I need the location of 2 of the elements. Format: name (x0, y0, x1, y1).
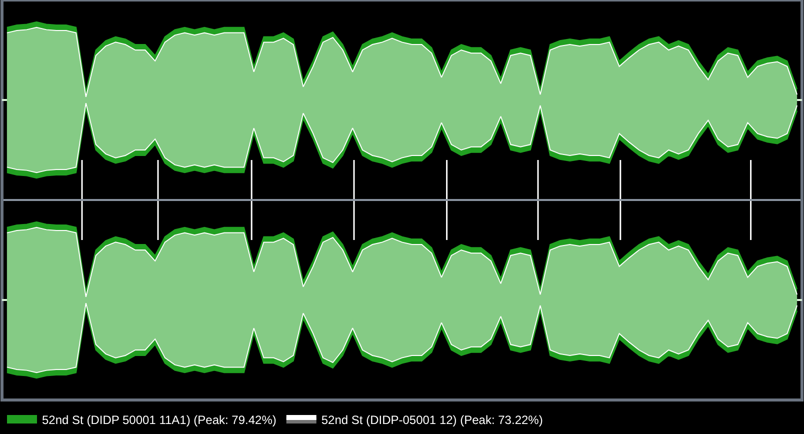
legend-label: 52nd St (DIDP-05001 12) (Peak: 73.22%) (321, 413, 543, 428)
legend-label: 52nd St (DIDP 50001 11A1) (Peak: 79.42%) (42, 413, 276, 428)
